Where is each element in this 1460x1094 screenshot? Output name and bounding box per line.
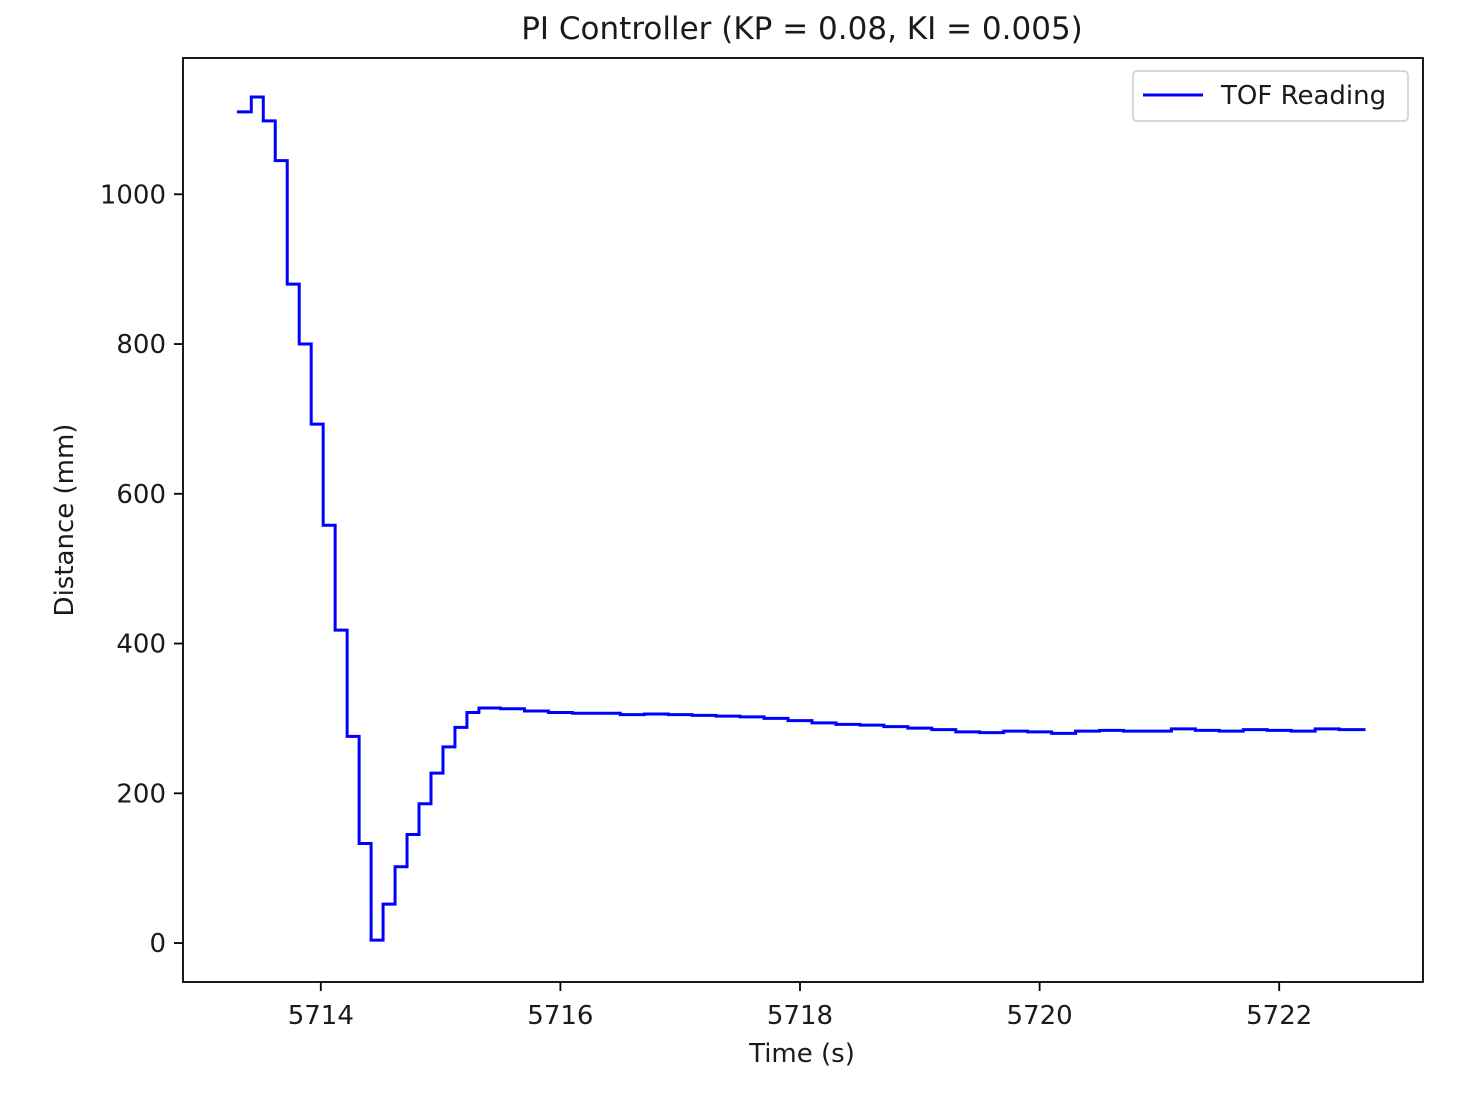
- chart-title: PI Controller (KP = 0.08, KI = 0.005): [521, 11, 1083, 47]
- y-tick-label: 0: [149, 929, 166, 959]
- legend: TOF Reading: [1132, 70, 1409, 122]
- y-tick-label: 400: [116, 630, 166, 660]
- x-axis-label: Time (s): [748, 1039, 855, 1069]
- plot-area: [182, 57, 1424, 983]
- x-tick-label: 5720: [1007, 1001, 1073, 1031]
- y-tick-label: 1000: [100, 180, 166, 210]
- y-axis-label: Distance (mm): [50, 424, 80, 617]
- x-tick-label: 5718: [767, 1001, 833, 1031]
- series-line: [236, 95, 1366, 942]
- legend-label: TOF Reading: [1220, 81, 1386, 111]
- x-axis-ticks: 5714 5716 5718 5720 5722: [288, 982, 1312, 1031]
- y-tick-label: 600: [116, 480, 166, 510]
- y-tick-label: 800: [116, 330, 166, 360]
- series-layer: [236, 95, 1366, 942]
- y-tick-label: 200: [116, 779, 166, 809]
- x-tick-label: 5716: [527, 1001, 593, 1031]
- x-tick-label: 5722: [1246, 1001, 1312, 1031]
- y-axis-ticks: 0 200 400 600 800 1000: [100, 180, 183, 959]
- legend-box: [1132, 70, 1409, 122]
- x-tick-label: 5714: [288, 1001, 354, 1031]
